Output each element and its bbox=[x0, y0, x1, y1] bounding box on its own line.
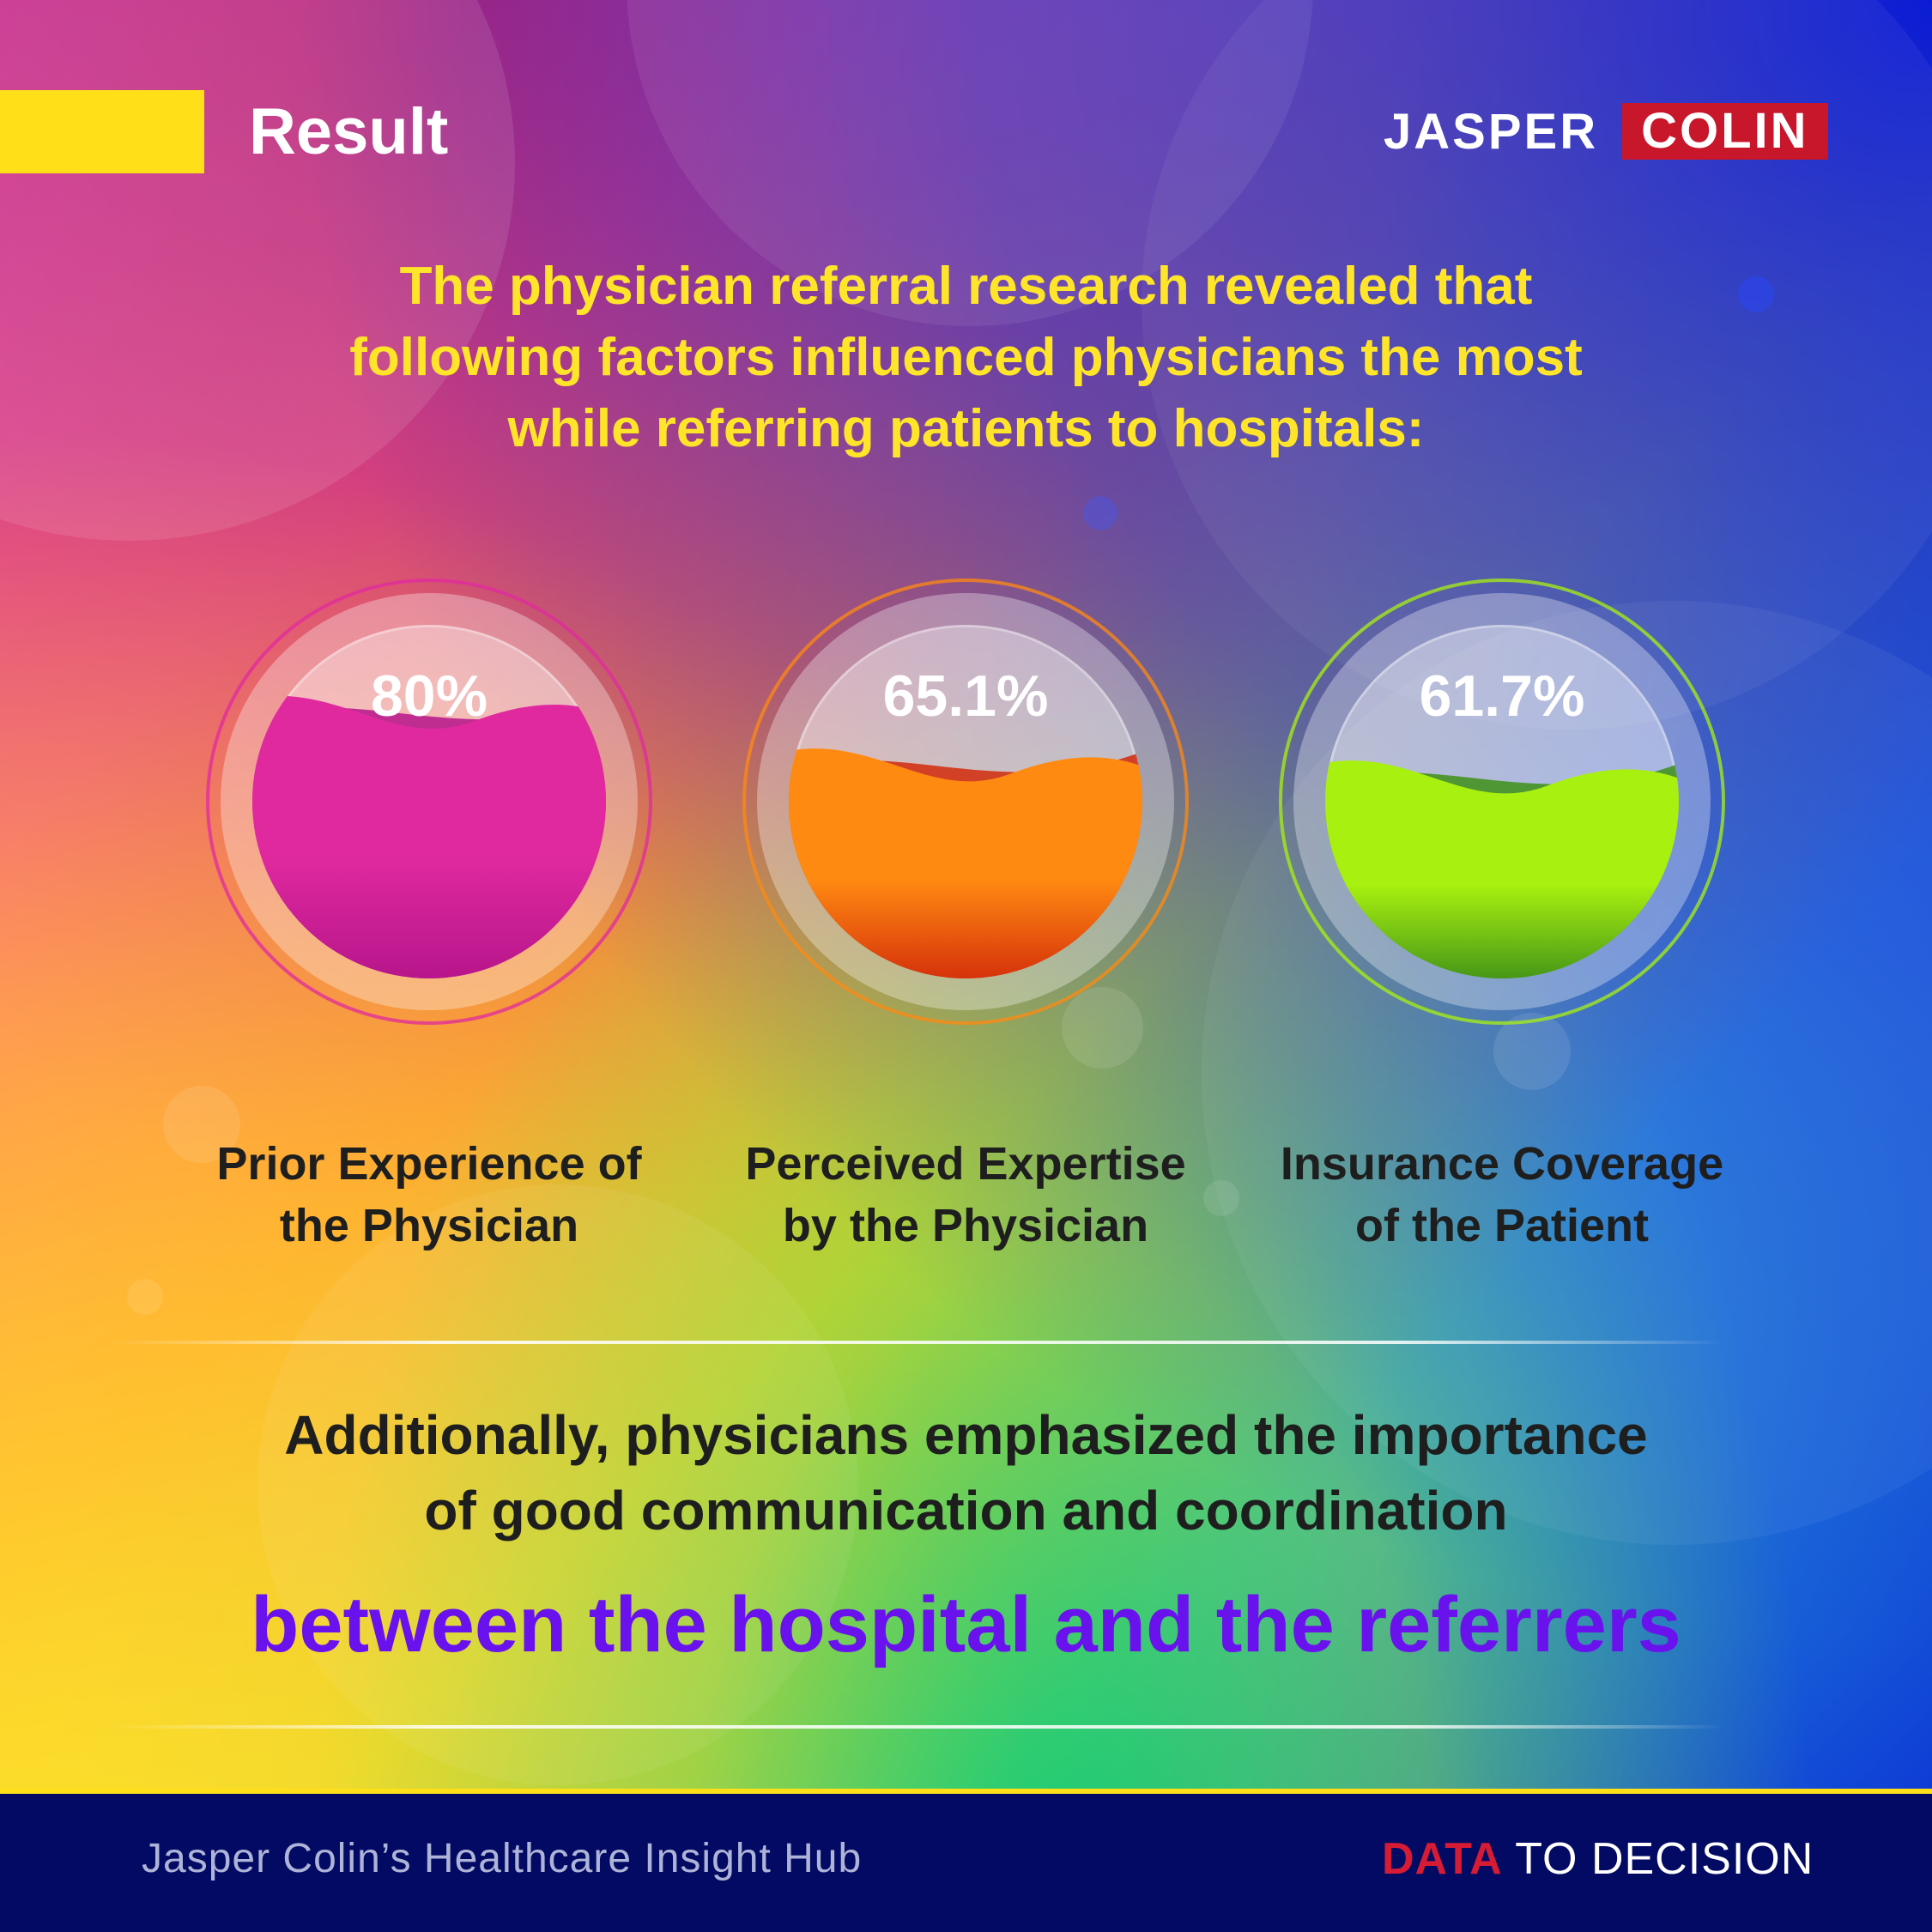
gauge-value-label: 61.7% bbox=[1420, 663, 1585, 729]
highlight-text: between the hospital and the referrers bbox=[251, 1581, 1681, 1669]
accent-bar bbox=[0, 90, 204, 173]
gauge-label-line: Insurance Coverage bbox=[1280, 1138, 1724, 1190]
gauge-outer-ring bbox=[1279, 578, 1725, 1025]
gauge-label-perceived-expertise: Perceived Expertise by the Physician bbox=[725, 1133, 1206, 1257]
decor-bubble bbox=[1738, 276, 1774, 312]
gauge-glass-ring bbox=[757, 593, 1174, 1010]
footer bbox=[0, 1794, 1932, 1932]
logo-jasper: JASPER bbox=[1384, 103, 1599, 160]
decor-bubble bbox=[1203, 1180, 1239, 1216]
footer-tagline: Jasper Colin’s Healthcare Insight Hub bbox=[142, 1836, 863, 1881]
decor-bubble bbox=[163, 1086, 240, 1163]
gauge-glass-ring bbox=[1293, 593, 1711, 1010]
logo-colin: COLIN bbox=[1622, 103, 1828, 160]
gauge-liquid bbox=[789, 748, 1142, 978]
brand-logo: JASPER COLIN bbox=[1384, 103, 1828, 160]
additional-text: Additionally, physicians emphasized the … bbox=[129, 1397, 1803, 1548]
gauge-glass-ring bbox=[221, 593, 638, 1010]
divider-top bbox=[112, 1341, 1725, 1344]
decor-bubble bbox=[257, 1184, 858, 1785]
intro-line: while referring patients to hospitals: bbox=[507, 399, 1425, 458]
additional-line: of good communication and coordination bbox=[424, 1480, 1508, 1541]
gauge-insurance-coverage: 61.7% bbox=[1279, 578, 1725, 1025]
decor-bubble bbox=[127, 1279, 163, 1315]
gauge-label-line: of the Patient bbox=[1354, 1200, 1649, 1251]
gauge-value-label: 80% bbox=[371, 663, 488, 729]
footer-slogan-accent: DATA bbox=[1382, 1834, 1503, 1884]
gauge-label-line: the Physician bbox=[279, 1200, 579, 1251]
footer-slogan-rest: TO DECISION bbox=[1515, 1834, 1814, 1884]
gauge-chart: 80% 65.1% 61.7% bbox=[206, 578, 1725, 1025]
divider-bottom bbox=[112, 1725, 1725, 1729]
page-title: Result bbox=[249, 95, 449, 168]
footer-slogan: DATA TO DECISION bbox=[1382, 1832, 1814, 1887]
additional-line: Additionally, physicians emphasized the … bbox=[284, 1404, 1648, 1466]
gauge-outer-ring bbox=[206, 578, 652, 1025]
gauge-prior-experience-of: 80% bbox=[206, 578, 652, 1025]
footer-accent-line bbox=[0, 1789, 1932, 1794]
gauge-perceived-expertise: 65.1% bbox=[742, 578, 1189, 1025]
gauge-label-line: Perceived Expertise bbox=[745, 1138, 1186, 1190]
decor-bubble bbox=[1083, 496, 1117, 530]
gauge-label-insurance-coverage: Insurance Coverage of the Patient bbox=[1262, 1133, 1742, 1257]
gauge-label-line: by the Physician bbox=[782, 1200, 1149, 1251]
gauge-outer-ring bbox=[742, 578, 1189, 1025]
decor-bubble bbox=[1493, 1013, 1571, 1090]
intro-line: following factors influenced physicians … bbox=[349, 328, 1583, 387]
gauge-liquid bbox=[1325, 760, 1679, 978]
intro-text: The physician referral research revealed… bbox=[215, 251, 1717, 464]
decor-bubble bbox=[1062, 987, 1143, 1069]
gauge-liquid bbox=[252, 695, 606, 978]
gauge-value-label: 65.1% bbox=[883, 663, 1049, 729]
gauge-label-prior-experience: Prior Experience of the Physician bbox=[189, 1133, 669, 1257]
intro-line: The physician referral research revealed… bbox=[399, 257, 1533, 316]
gauge-label-line: Prior Experience of bbox=[216, 1138, 642, 1190]
